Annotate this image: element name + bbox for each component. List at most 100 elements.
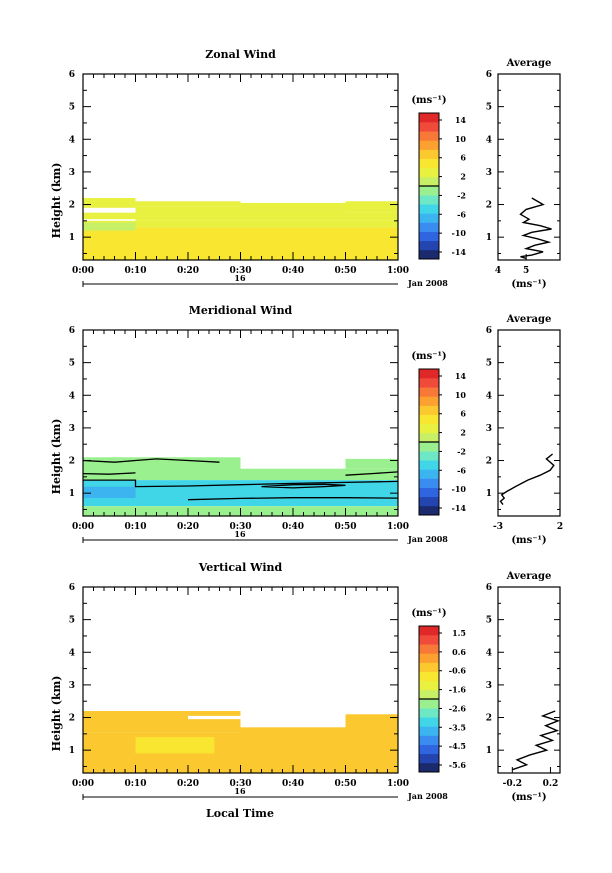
colorbar-tick-label: -3.5	[449, 722, 466, 732]
data-block	[345, 212, 398, 221]
panel-meridional-wind: Meridional Wind 1 2 3 4 5 6 0:00 0:10 0:20 0:30 0:4…	[50, 304, 563, 546]
x-tick-label: 0:40	[282, 779, 304, 789]
y-tick-label: 2	[69, 714, 75, 724]
avg-y-tick-label: 3	[486, 681, 492, 691]
y-tick-label: 4	[69, 135, 75, 145]
data-block	[240, 209, 346, 221]
average-profile-line	[499, 453, 555, 506]
colorbar-tick-label: 10	[455, 390, 467, 400]
x-tick-label: 0:00	[72, 266, 94, 276]
colorbar-segment	[419, 689, 439, 700]
avg-y-tick-label: 4	[486, 391, 492, 401]
x-tick-label: 0:50	[334, 779, 356, 789]
colorbar-segment	[419, 708, 439, 718]
y-tick-label: 6	[69, 70, 75, 80]
x-tick-label: 0:30	[229, 779, 251, 789]
y-tick-label: 3	[69, 681, 75, 691]
colorbar-segment	[419, 249, 439, 260]
y-tick-label: 5	[69, 616, 75, 626]
avg-y-tick-label: 5	[486, 103, 492, 113]
colorbar-unit: (ms⁻¹)	[411, 608, 446, 619]
avg-x-tick-label: 4	[495, 266, 501, 276]
data-block	[345, 714, 398, 773]
colorbar-tick-label: -4.5	[449, 741, 466, 751]
date-day-label: 16	[234, 529, 246, 539]
colorbar-segment	[419, 744, 439, 755]
date-day-label: 16	[234, 786, 246, 796]
y-tick-label: 1	[69, 489, 75, 499]
data-block	[188, 711, 241, 716]
contour-line	[345, 471, 399, 476]
data-block	[135, 737, 215, 754]
x-tick-label: 1:00	[387, 522, 409, 532]
date-month-label: Jan 2008	[407, 791, 448, 801]
colorbar-tick-label: -5.6	[449, 760, 467, 770]
colorbar-segment	[419, 653, 439, 663]
avg-x-tick-label: 0.2	[543, 779, 559, 789]
panel-zonal-wind: Zonal Wind 1 2 3 4 5 6 0:00 0:10 0:20 0:30 0:40 0:50…	[50, 48, 561, 290]
colorbar-segment	[419, 113, 439, 123]
colorbar-segment	[419, 387, 439, 397]
data-block	[83, 763, 136, 769]
colorbar-tick-label: -2.6	[449, 703, 467, 713]
average-title: Average	[506, 314, 552, 325]
average-unit: (ms⁻¹)	[511, 279, 546, 290]
x-tick-label: 0:40	[282, 266, 304, 276]
colorbar-tick-label: -14	[452, 247, 467, 257]
x-tick-label: 0:10	[124, 779, 146, 789]
colorbar-segment	[419, 213, 439, 223]
avg-y-tick-label: 2	[486, 201, 492, 211]
y-axis-label: Height (km)	[50, 676, 63, 752]
average-title: Average	[506, 571, 552, 582]
colorbar-segment	[419, 644, 439, 654]
data-block	[240, 468, 398, 481]
colorbar-tick-label: -10	[452, 484, 467, 494]
colorbar-tick-label: 14	[455, 371, 467, 381]
contour-line	[82, 458, 220, 463]
avg-y-tick-label: 5	[486, 359, 492, 369]
data-block	[83, 220, 398, 228]
data-block	[83, 486, 136, 499]
colorbar-tick-label: -0.6	[449, 666, 467, 676]
colorbar-tick-label: -2	[457, 190, 466, 200]
colorbar-segment	[419, 487, 439, 498]
colorbar-segment	[419, 432, 439, 443]
colorbar-segment	[419, 671, 439, 682]
x-tick-label: 0:00	[72, 522, 94, 532]
date-month-label: Jan 2008	[407, 534, 448, 544]
contour-line	[83, 479, 399, 488]
contour-line	[261, 483, 346, 489]
y-tick-label: 2	[69, 457, 75, 467]
colorbar-segment	[419, 149, 439, 159]
colorbar-segment	[419, 240, 439, 251]
avg-y-tick-label: 1	[486, 746, 492, 756]
colorbar-segment	[419, 167, 439, 178]
panel-vertical-wind: Vertical Wind 1 2 3 4 5 6 0:00 0:10 0:20 0:30 0:40 0…	[50, 561, 561, 820]
colorbar-tick-label: 6	[460, 409, 466, 419]
x-tick-label: 0:10	[124, 266, 146, 276]
data-block	[83, 212, 136, 220]
colorbar-segment	[419, 635, 439, 645]
colorbar-segment	[419, 195, 439, 205]
y-tick-label: 6	[69, 583, 75, 593]
x-tick-label: 1:00	[387, 266, 409, 276]
colorbar-segment	[419, 222, 439, 232]
data-block	[293, 240, 398, 246]
colorbar-segment	[419, 423, 439, 434]
avg-y-tick-label: 4	[486, 648, 492, 658]
colorbar-tick-label: -2	[457, 446, 466, 456]
colorbar-segment	[419, 505, 439, 516]
average-unit: (ms⁻¹)	[511, 792, 546, 803]
panel-title: Meridional Wind	[189, 304, 293, 317]
y-tick-label: 4	[69, 391, 75, 401]
data-block	[83, 222, 136, 231]
y-tick-label: 1	[69, 746, 75, 756]
x-tick-label: 0:20	[177, 522, 199, 532]
colorbar-tick-label: 0.6	[452, 647, 466, 657]
data-block	[135, 201, 241, 207]
colorbar-segment	[419, 122, 439, 132]
colorbar-segment	[419, 699, 439, 709]
colorbar-tick-label: 14	[455, 115, 467, 125]
average-title: Average	[506, 58, 552, 69]
